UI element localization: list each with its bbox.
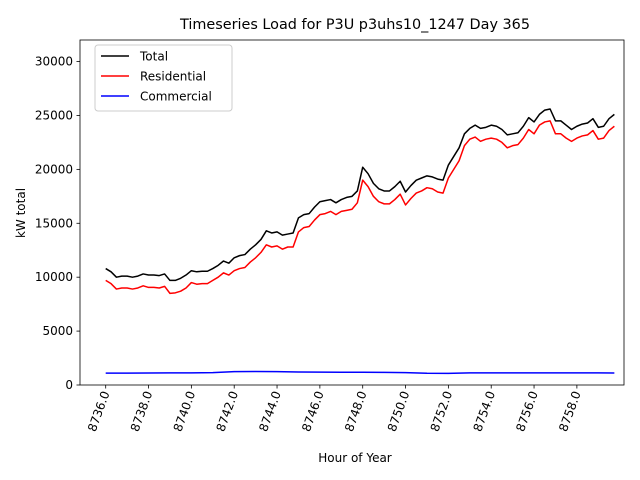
y-tick-label: 20000	[35, 162, 73, 176]
y-tick-label: 30000	[35, 55, 73, 69]
y-tick-label: 10000	[35, 270, 73, 284]
y-tick-label: 15000	[35, 216, 73, 230]
y-tick-label: 25000	[35, 108, 73, 122]
chart-title: Timeseries Load for P3U p3uhs10_1247 Day…	[179, 17, 530, 33]
axes-frame	[79, 39, 625, 386]
legend-box	[94, 44, 233, 112]
series-line-total	[105, 108, 615, 282]
y-axis-label: kW total	[14, 188, 28, 238]
series-line-commercial	[105, 370, 615, 375]
y-tick-label: 5000	[42, 324, 73, 338]
legend-label-residential: Residential	[140, 70, 206, 84]
series-line-residential	[105, 120, 615, 295]
legend: Total Residential Commercial	[94, 44, 233, 112]
x-axis-label: Hour of Year	[318, 451, 392, 465]
y-tick-label: 0	[65, 378, 73, 392]
legend-label-total: Total	[139, 50, 168, 64]
legend-label-commercial: Commercial	[140, 90, 212, 104]
